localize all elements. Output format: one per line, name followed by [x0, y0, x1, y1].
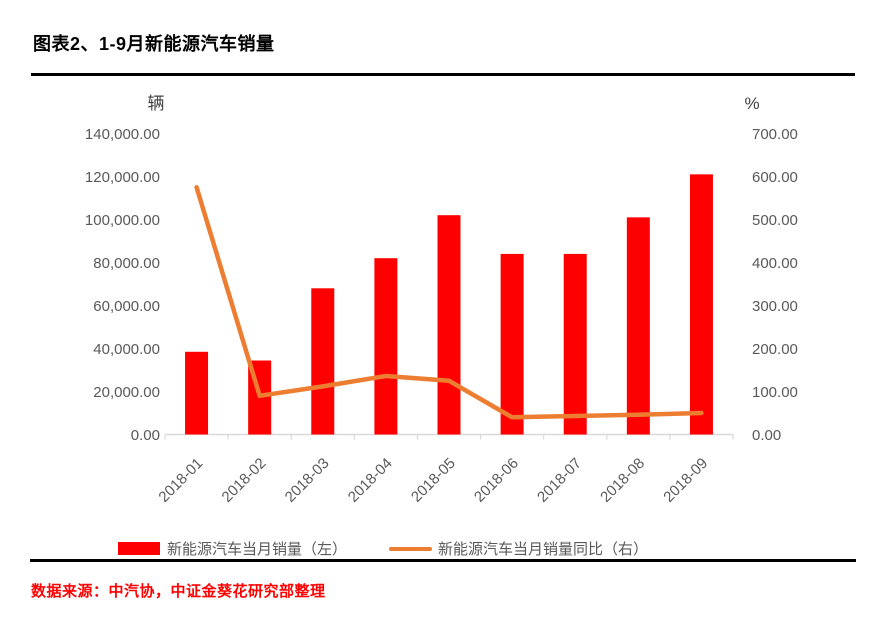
line-series: [194, 185, 704, 420]
bar-2018-03: [311, 288, 335, 435]
data-source-note: 数据来源：中汽协，中证金葵花研究部整理: [31, 583, 326, 600]
x-axis-label-2018-01: 2018-01: [155, 455, 206, 506]
left-axis-tick-label: 140,000.00: [85, 126, 160, 143]
right-axis-tick-label: 300.00: [752, 298, 798, 315]
legend-line-label: 新能源汽车当月销量同比（右）: [438, 541, 649, 558]
bar-2018-06: [500, 253, 524, 435]
legend-bar-swatch: [118, 542, 160, 555]
bar-2018-09: [689, 174, 713, 435]
left-axis-tick-labels: 0.00 20,000.00 40,000.00 60,000.00 80,000.00…: [85, 126, 160, 444]
x-axis-label-2018-07: 2018-07: [534, 455, 585, 506]
right-axis-tick-label: 0.00: [752, 427, 781, 444]
right-axis-tick-label: 500.00: [752, 212, 798, 229]
left-axis-tick-label: 60,000.00: [93, 298, 160, 315]
right-axis-tick-label: 600.00: [752, 169, 798, 186]
bar-2018-07: [563, 253, 587, 435]
legend-line-swatch: [389, 546, 433, 551]
yoy-growth-line: [194, 185, 704, 420]
right-axis-tick-label: 100.00: [752, 384, 798, 401]
x-axis-label-2018-08: 2018-08: [597, 455, 648, 506]
top-divider: [31, 73, 855, 76]
left-axis-tick-label: 80,000.00: [93, 255, 160, 272]
left-axis-tick-label: 0.00: [131, 427, 160, 444]
left-axis-tick-label: 40,000.00: [93, 341, 160, 358]
right-axis-tick-labels: 0.00 100.00 200.00 300.00 400.00 500.00 600.00…: [752, 126, 798, 444]
right-axis-tick-label: 700.00: [752, 126, 798, 143]
bar-2018-01: [185, 351, 209, 435]
legend-bar-label: 新能源汽车当月销量（左）: [167, 541, 348, 558]
x-axis-label-2018-04: 2018-04: [345, 455, 396, 506]
x-axis-label-2018-06: 2018-06: [471, 455, 522, 506]
x-axis-label-2018-09: 2018-09: [660, 455, 711, 506]
bar-2018-04: [374, 258, 398, 435]
right-axis-tick-label: 200.00: [752, 341, 798, 358]
right-axis-unit-label: %: [744, 94, 759, 113]
page-title: 图表2、1-9月新能源汽车销量: [33, 34, 275, 54]
bottom-divider: [30, 559, 856, 562]
left-axis-unit-label: 辆: [148, 94, 165, 113]
x-axis: [164, 433, 734, 440]
left-axis-tick-label: 120,000.00: [85, 169, 160, 186]
bar-2018-05: [437, 215, 461, 435]
x-axis-labels: 2018-01 2018-02 2018-03 2018-04 2018-05 2018-…: [155, 455, 711, 506]
x-axis-label-2018-02: 2018-02: [219, 455, 270, 506]
x-axis-label-2018-03: 2018-03: [282, 455, 333, 506]
left-axis-tick-label: 20,000.00: [93, 384, 160, 401]
right-axis-tick-label: 400.00: [752, 255, 798, 272]
x-axis-label-2018-05: 2018-05: [408, 455, 459, 506]
left-axis-tick-label: 100,000.00: [85, 212, 160, 229]
legend: 新能源汽车当月销量（左） 新能源汽车当月销量同比（右）: [118, 538, 648, 559]
bar-2018-08: [626, 217, 650, 435]
